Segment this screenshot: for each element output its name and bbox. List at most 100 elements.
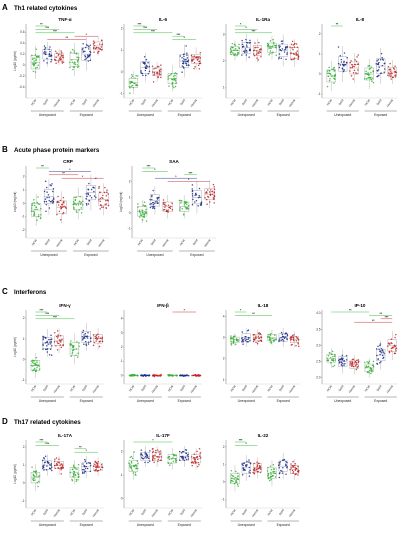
data-point — [34, 208, 36, 211]
data-point — [46, 344, 48, 347]
data-point — [236, 481, 238, 483]
data-point — [297, 339, 300, 341]
data-point — [31, 359, 34, 361]
x-tick-label: HCW — [326, 384, 333, 392]
data-point — [99, 197, 102, 200]
data-point — [151, 458, 154, 460]
sig-label: *** — [239, 439, 243, 443]
data-point — [74, 196, 76, 199]
data-point — [247, 338, 249, 341]
x-tick-label: Hemat — [190, 384, 198, 394]
data-point — [151, 71, 154, 73]
data-point — [232, 46, 234, 49]
data-point — [291, 469, 294, 472]
data-point — [98, 50, 100, 53]
data-point — [81, 339, 84, 341]
sig-label: ** — [40, 23, 43, 27]
data-point — [32, 479, 35, 482]
data-point — [172, 374, 174, 376]
data-point — [95, 336, 98, 338]
data-point — [73, 470, 75, 473]
data-point — [47, 194, 50, 196]
data-point — [245, 54, 248, 56]
data-point — [92, 40, 95, 42]
data-point — [257, 51, 259, 53]
data-point — [290, 52, 292, 55]
data-point — [268, 476, 270, 479]
data-point — [286, 461, 288, 464]
sig-label: *** — [189, 171, 193, 175]
data-point — [69, 471, 71, 474]
data-point — [185, 203, 188, 205]
data-point — [273, 340, 275, 343]
data-point — [50, 184, 52, 187]
data-point — [278, 57, 280, 60]
data-point — [193, 67, 195, 70]
data-point — [355, 60, 358, 63]
data-point — [146, 457, 148, 459]
data-point — [48, 207, 51, 209]
data-point — [137, 462, 139, 465]
data-point — [84, 340, 87, 343]
data-point — [34, 67, 37, 69]
data-point — [294, 465, 296, 467]
data-point — [57, 342, 59, 344]
data-point — [270, 478, 272, 481]
data-point — [71, 479, 74, 482]
data-point — [280, 40, 283, 43]
data-point — [77, 473, 80, 476]
data-point — [60, 52, 63, 54]
data-point — [273, 472, 275, 475]
sig-label: *** — [385, 315, 389, 319]
data-point — [331, 353, 333, 355]
data-point — [33, 477, 35, 479]
data-point — [185, 458, 188, 461]
data-point — [242, 338, 245, 341]
data-point — [93, 44, 96, 47]
data-point — [75, 467, 77, 470]
data-point — [49, 200, 52, 203]
data-point — [149, 206, 152, 209]
data-point — [370, 66, 373, 68]
data-point — [61, 338, 63, 340]
data-point — [199, 456, 202, 459]
data-point — [154, 454, 156, 456]
data-point — [237, 52, 239, 55]
data-point — [144, 461, 146, 464]
data-point — [291, 58, 293, 61]
group-label: Unexposed — [39, 399, 56, 403]
data-point — [31, 360, 33, 363]
data-point — [131, 469, 133, 472]
data-point — [237, 340, 239, 343]
data-point — [45, 203, 48, 206]
y-tick-label: 4 — [223, 314, 225, 318]
data-point — [34, 362, 37, 365]
data-point — [295, 43, 298, 45]
data-point — [176, 73, 178, 75]
data-point — [249, 49, 252, 52]
data-point — [71, 58, 73, 61]
group-label: Unexposed — [238, 113, 255, 117]
data-point — [83, 472, 86, 474]
data-point — [82, 337, 84, 340]
data-point — [83, 50, 85, 52]
data-point — [337, 62, 340, 65]
data-point — [279, 471, 281, 474]
sig-label: *** — [53, 315, 57, 319]
data-point — [30, 207, 33, 209]
x-tick-label: HCW — [128, 384, 135, 392]
x-tick-label: Hemat — [251, 384, 259, 394]
data-point — [32, 70, 35, 73]
panel-title: IFN-γ — [59, 303, 71, 308]
data-point — [52, 197, 55, 199]
data-point — [179, 374, 182, 377]
data-point — [145, 375, 147, 377]
data-point — [290, 336, 293, 339]
panel-title: TNF-α — [58, 17, 71, 22]
data-point — [270, 469, 273, 471]
data-point — [143, 63, 146, 65]
data-point — [199, 455, 201, 457]
data-point — [353, 362, 356, 364]
data-point — [376, 75, 379, 78]
